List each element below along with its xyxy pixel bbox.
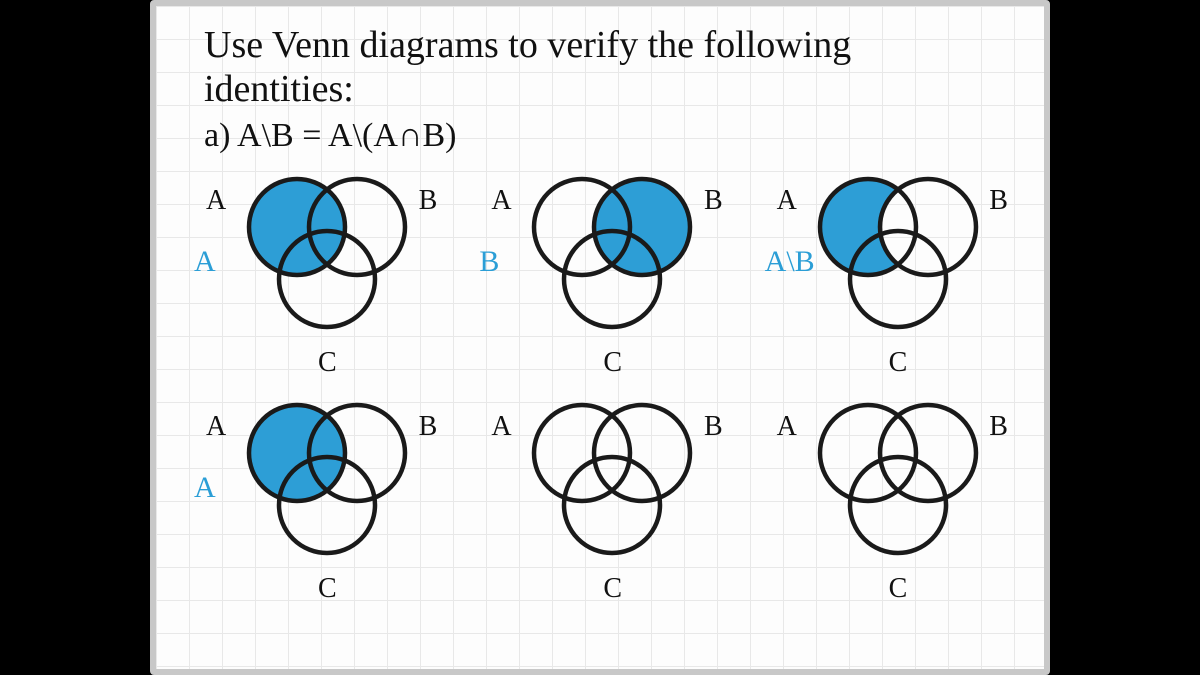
venn-svg bbox=[793, 393, 1003, 568]
venn-svg bbox=[507, 393, 717, 568]
heading-line1: Use Venn diagrams to verify the followin… bbox=[204, 24, 851, 66]
heading: Use Venn diagrams to verify the followin… bbox=[184, 24, 1016, 111]
venn-2-1: A B C A bbox=[190, 393, 445, 603]
label-A: A bbox=[206, 411, 226, 443]
venn-2-3: A B C bbox=[761, 393, 1016, 603]
label-C: C bbox=[889, 573, 908, 605]
venn-svg bbox=[222, 167, 432, 342]
label-C: C bbox=[603, 347, 622, 379]
label-A: A bbox=[777, 185, 797, 217]
label-B: B bbox=[704, 185, 723, 217]
set-label: A\B bbox=[765, 245, 815, 279]
label-C: C bbox=[889, 347, 908, 379]
venn-1-2: A B C B bbox=[475, 167, 730, 377]
heading-line2: identities: bbox=[204, 68, 354, 110]
diagram-row-1: A B C A A B C B A B C A\B bbox=[184, 167, 1016, 377]
diagram-row-2: A B C A A B C A B C bbox=[184, 393, 1016, 603]
venn-1-3: A B C A\B bbox=[761, 167, 1016, 377]
diagram-grid: A B C A A B C B A B C A\B bbox=[184, 167, 1016, 603]
label-B: B bbox=[989, 411, 1008, 443]
label-C: C bbox=[603, 573, 622, 605]
label-A: A bbox=[491, 185, 511, 217]
label-A: A bbox=[491, 411, 511, 443]
label-B: B bbox=[419, 411, 438, 443]
venn-1-1: A B C A bbox=[190, 167, 445, 377]
label-B: B bbox=[989, 185, 1008, 217]
label-A: A bbox=[206, 185, 226, 217]
venn-svg bbox=[507, 167, 717, 342]
venn-svg bbox=[222, 393, 432, 568]
set-label: A bbox=[194, 471, 216, 505]
label-C: C bbox=[318, 573, 337, 605]
label-C: C bbox=[318, 347, 337, 379]
problem-statement: a) A\B = A\(A∩B) bbox=[184, 117, 1016, 155]
whiteboard: Use Venn diagrams to verify the followin… bbox=[150, 0, 1050, 675]
venn-2-2: A B C bbox=[475, 393, 730, 603]
label-A: A bbox=[777, 411, 797, 443]
label-B: B bbox=[704, 411, 723, 443]
venn-svg bbox=[793, 167, 1003, 342]
set-label: B bbox=[479, 245, 499, 279]
content-area: Use Venn diagrams to verify the followin… bbox=[156, 6, 1044, 669]
label-B: B bbox=[419, 185, 438, 217]
set-label: A bbox=[194, 245, 216, 279]
